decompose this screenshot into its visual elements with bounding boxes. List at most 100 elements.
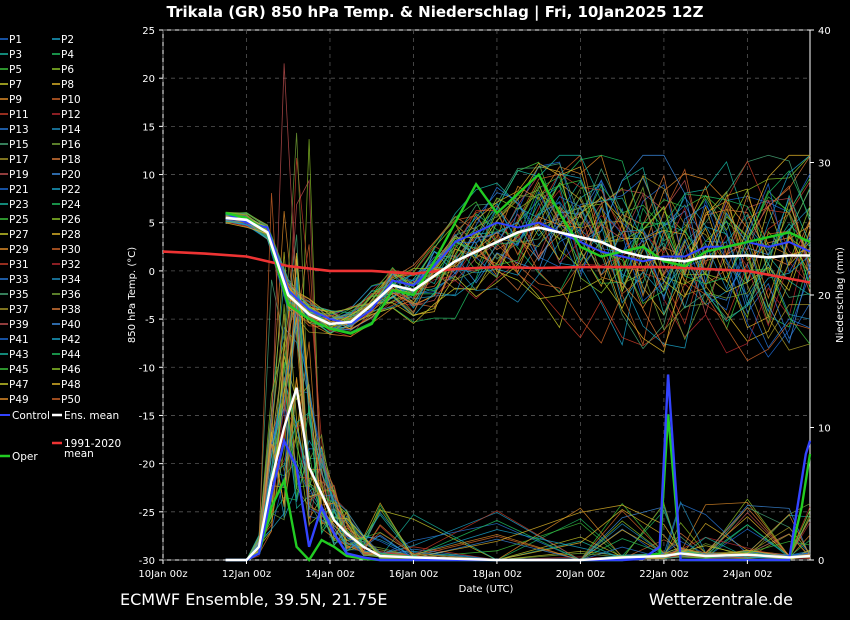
member-precip-line-P49	[225, 378, 811, 561]
legend-label-P21: P21	[9, 184, 29, 196]
y-tick-label: 15	[142, 122, 155, 133]
x-tick-label: 20Jan 00z	[556, 569, 605, 580]
x-tick-label: 16Jan 00z	[389, 569, 438, 580]
legend-label-P40: P40	[61, 319, 81, 331]
legend-label-climate_line1: 1991-2020	[64, 438, 121, 450]
legend-label-P12: P12	[61, 109, 81, 121]
legend-label-P28: P28	[61, 229, 81, 241]
legend-label-P16: P16	[61, 139, 81, 151]
y-tick-label: -10	[139, 363, 155, 374]
legend-label-P5: P5	[9, 64, 22, 76]
legend-label-P23: P23	[9, 199, 29, 211]
member-precip-line-P46	[225, 341, 811, 561]
y-tick-label: 0	[149, 267, 155, 278]
member-precip-line-P38	[225, 298, 811, 561]
legend-label-P14: P14	[61, 124, 81, 136]
legend-label-P15: P15	[9, 139, 29, 151]
legend-label-P6: P6	[61, 64, 74, 76]
temp-line-ens-mean	[225, 216, 810, 326]
legend-label-P36: P36	[61, 289, 81, 301]
legend-label-P34: P34	[61, 274, 81, 286]
legend-label-P24: P24	[61, 199, 81, 211]
member-precip-line-P47	[225, 317, 811, 561]
y-tick-label: -25	[139, 508, 155, 519]
legend-label-P33: P33	[9, 274, 29, 286]
temp-line-oper	[225, 172, 811, 335]
legend-label-P8: P8	[61, 79, 74, 91]
legend-label-P27: P27	[9, 229, 29, 241]
legend-label-P42: P42	[61, 334, 81, 346]
y2-tick-label: 0	[818, 556, 824, 567]
member-temp-line-P43	[225, 154, 811, 322]
x-tick-label: 22Jan 00z	[639, 569, 688, 580]
temp-line-1991-2020-mean	[162, 250, 811, 284]
member-temp-line-P8	[225, 182, 811, 342]
member-precip-line-P6	[225, 139, 811, 561]
legend: P1 P2 P3 P4 P5 P6 P7 P8 P9 P10 P11 P12 P13 P14 P15 P16 P…	[0, 34, 121, 463]
legend-label-P9: P9	[9, 94, 22, 106]
legend-label-P32: P32	[61, 259, 81, 271]
legend-label-P18: P18	[61, 154, 81, 166]
member-temp-line-P42	[225, 173, 811, 334]
precip-line-ens-mean	[225, 387, 811, 562]
x-axis-label: Date (UTC)	[459, 584, 514, 595]
member-precip-line-P27	[225, 355, 811, 561]
y-tick-label: -20	[139, 460, 155, 471]
legend-label-P1: P1	[9, 34, 22, 46]
x-axis-ticks: 10Jan 00z 12Jan 00z 14Jan 00z 16Jan 00z 18Ja…	[138, 560, 772, 580]
legend-label-P19: P19	[9, 169, 29, 181]
legend-label-control: Control	[12, 410, 50, 422]
legend-label-P26: P26	[61, 214, 81, 226]
legend-label-P20: P20	[61, 169, 81, 181]
legend-label-oper: Oper	[12, 451, 38, 463]
temp-line-control	[225, 212, 811, 325]
y2-axis-ticks: 40 30 20 10 0	[810, 26, 831, 567]
legend-label-P4: P4	[61, 49, 74, 61]
y-tick-label: 5	[149, 219, 155, 230]
chart-title: Trikala (GR) 850 hPa Temp. & Niederschla…	[167, 3, 704, 22]
y-tick-label: 20	[142, 74, 155, 85]
legend-label-P17: P17	[9, 154, 29, 166]
legend-label-P45: P45	[9, 364, 29, 376]
legend-label-P11: P11	[9, 109, 29, 121]
y-axis-ticks: 25 20 15 10 5 0 -5 -10 -15 -20 -25 -30	[139, 26, 163, 567]
legend-label-P41: P41	[9, 334, 29, 346]
legend-label-P39: P39	[9, 319, 29, 331]
legend-label-P30: P30	[61, 244, 81, 256]
main-series	[162, 172, 812, 562]
y-tick-label: 10	[142, 171, 155, 182]
y-tick-label: -30	[139, 556, 155, 567]
legend-label-P31: P31	[9, 259, 29, 271]
legend-label-P38: P38	[61, 304, 81, 316]
precip-line-control	[225, 374, 812, 562]
legend-label-P29: P29	[9, 244, 29, 256]
legend-label-P7: P7	[9, 79, 22, 91]
member-precip-line-P45	[225, 380, 811, 561]
member-temp-line-P46	[225, 193, 811, 315]
legend-label-climate-line2: mean	[64, 448, 94, 460]
member-precip-line-P34	[225, 326, 811, 561]
legend-label-P50: P50	[61, 394, 81, 406]
member-temp-line-P28	[225, 165, 811, 329]
y2-tick-label: 30	[818, 159, 831, 170]
member-temp-line-P49	[225, 185, 811, 337]
legend-label-P10: P10	[61, 94, 81, 106]
y2-tick-label: 40	[818, 26, 831, 37]
x-tick-label: 24Jan 00z	[723, 569, 772, 580]
legend-label-P35: P35	[9, 289, 29, 301]
legend-label-P25: P25	[9, 214, 29, 226]
legend-label-P46: P46	[61, 364, 81, 376]
legend-label-mean: Ens. mean	[64, 410, 119, 422]
x-tick-label: 18Jan 00z	[472, 569, 521, 580]
member-temp-line-P45	[225, 179, 811, 345]
y-tick-label: 25	[142, 26, 155, 37]
x-tick-label: 14Jan 00z	[305, 569, 354, 580]
y-axis-label: 850 hPa Temp. (°C)	[127, 247, 138, 343]
footer-source: ECMWF Ensemble, 39.5N, 21.75E	[120, 590, 388, 609]
x-tick-label: 12Jan 00z	[222, 569, 271, 580]
legend-label-P3: P3	[9, 49, 22, 61]
legend-label-P2: P2	[61, 34, 74, 46]
legend-label-P22: P22	[61, 184, 81, 196]
footer-site: Wetterzentrale.de	[649, 590, 793, 609]
